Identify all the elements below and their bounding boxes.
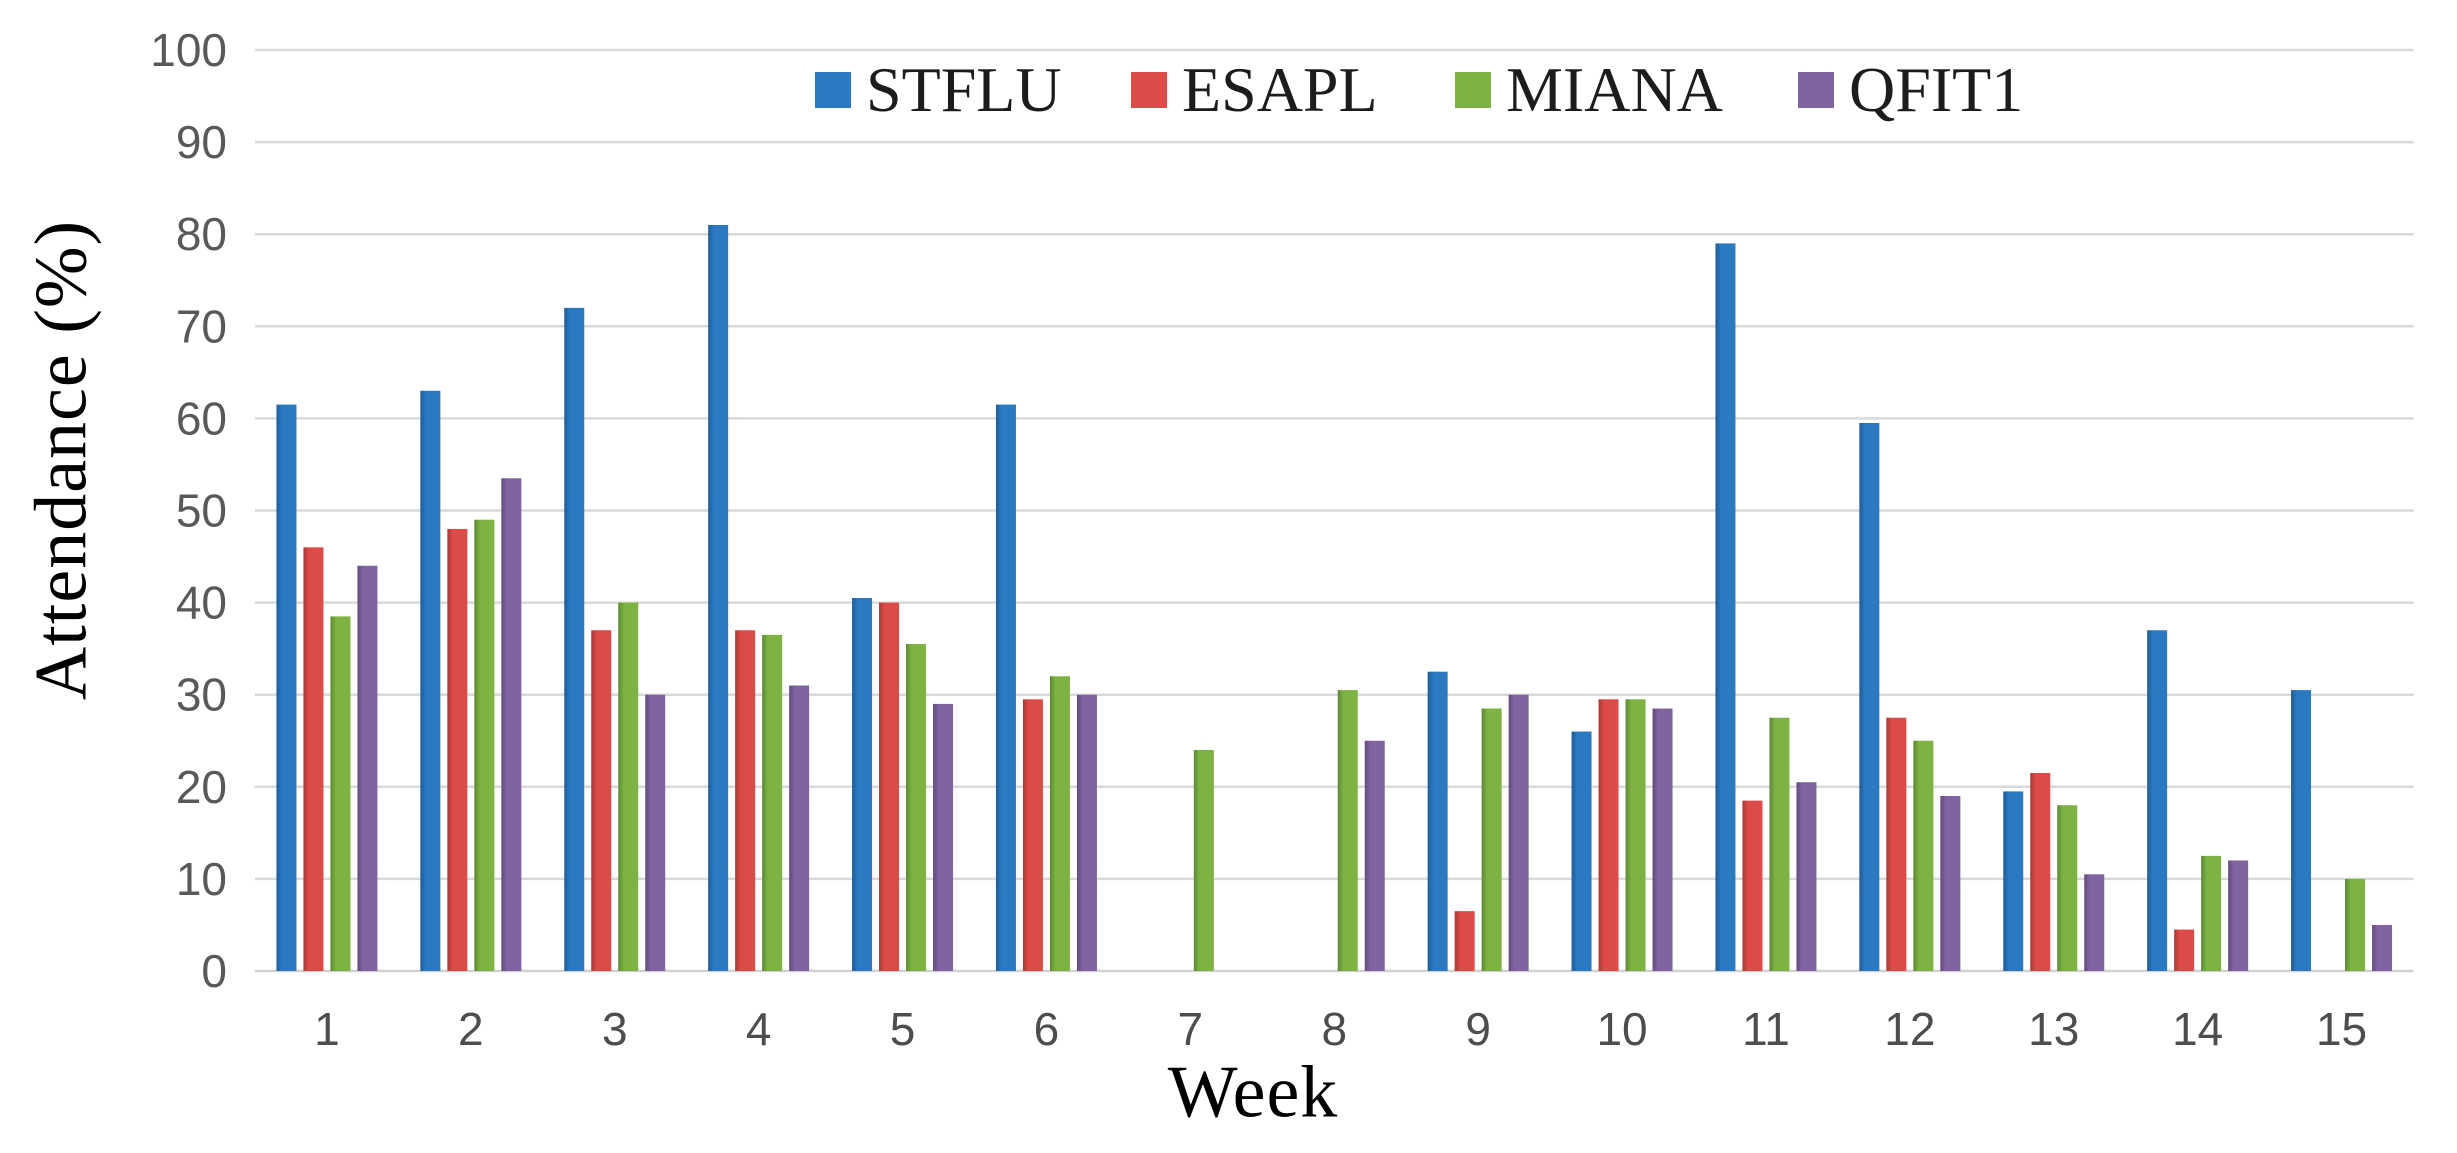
x-tick-label: 4 [746,1003,772,1055]
x-tick-label: 11 [1742,1003,1790,1055]
bar-esapl-week-11 [1742,800,1763,971]
bar-miana-week-11 [1769,717,1790,971]
y-tick-label: 60 [176,392,227,444]
bar-esapl-week-5 [879,602,900,971]
y-tick-label: 80 [176,208,227,260]
bar-stflu-week-5 [852,597,873,971]
bar-esapl-week-2 [447,528,468,971]
bar-miana-week-7 [1193,749,1214,971]
bar-stflu-week-13 [2003,791,2024,971]
bar-stflu-week-11 [1715,243,1736,971]
bar-esapl-week-6 [1022,699,1043,971]
bar-qfit1-week-11 [1796,782,1817,971]
x-tick-label: 9 [1465,1003,1491,1055]
bar-qfit1-week-3 [645,694,666,971]
y-axis-title: Attendance (%) [20,219,103,701]
bar-qfit1-week-6 [1076,694,1097,971]
bar-qfit1-week-14 [2228,860,2249,971]
legend-label-stflu: STFLU [866,54,1062,125]
x-tick-label: 5 [890,1003,916,1055]
bar-stflu-week-2 [420,390,441,971]
y-tick-label: 10 [176,853,227,905]
bar-esapl-week-9 [1454,911,1475,971]
legend-label-qfit1: QFIT1 [1849,54,2024,125]
x-tick-label: 1 [314,1003,340,1055]
x-axis-title: Week [1167,1051,1339,1134]
bar-esapl-week-10 [1598,699,1619,971]
bar-qfit1-week-13 [2084,874,2105,971]
legend-label-esapl: ESAPL [1182,54,1378,125]
legend-item-esapl: ESAPL [1131,58,1378,122]
y-tick-label: 90 [176,116,227,168]
bar-esapl-week-13 [2030,772,2051,971]
bar-qfit1-week-5 [933,703,954,971]
bar-stflu-week-9 [1427,671,1448,971]
bar-miana-week-8 [1337,690,1358,971]
bar-stflu-week-1 [276,404,297,972]
bar-stflu-week-10 [1571,731,1592,971]
bar-miana-week-5 [906,644,927,971]
legend-item-miana: MIANA [1455,58,1723,122]
bar-miana-week-14 [2201,855,2222,971]
bar-miana-week-9 [1481,708,1502,971]
bar-miana-week-6 [1049,676,1070,971]
bar-miana-week-2 [474,519,495,971]
bar-miana-week-13 [2057,805,2078,971]
bar-qfit1-week-12 [1940,796,1961,971]
bar-stflu-week-3 [564,307,585,971]
bar-qfit1-week-15 [2372,924,2393,971]
stflu-series-swatch [815,72,851,108]
x-tick-label: 2 [458,1003,484,1055]
x-tick-label: 14 [2172,1003,2223,1055]
legend-item-qfit1: QFIT1 [1798,58,2023,122]
x-tick-label: 13 [2028,1003,2079,1055]
bar-qfit1-week-9 [1508,694,1529,971]
bar-qfit1-week-1 [357,565,378,971]
bar-esapl-week-12 [1886,717,1907,971]
bar-qfit1-week-2 [501,478,522,971]
bar-stflu-week-14 [2147,630,2168,971]
miana-series-swatch [1455,72,1491,108]
bar-stflu-week-12 [1859,423,1880,971]
x-tick-label: 6 [1034,1003,1060,1055]
bar-miana-week-4 [762,634,783,971]
y-tick-label: 100 [150,24,227,76]
bar-miana-week-15 [2345,878,2366,971]
bar-qfit1-week-8 [1364,740,1385,971]
y-tick-label: 40 [176,577,227,629]
x-tick-label: 3 [602,1003,628,1055]
y-tick-label: 30 [176,669,227,721]
bar-esapl-week-4 [735,630,756,971]
x-tick-label: 7 [1178,1003,1204,1055]
legend-item-stflu: STFLU [815,58,1062,122]
y-tick-label: 70 [176,300,227,352]
bar-esapl-week-3 [591,630,612,971]
y-tick-label: 0 [201,945,227,997]
x-tick-label: 8 [1321,1003,1347,1055]
y-tick-label: 20 [176,761,227,813]
x-tick-label: 12 [1884,1003,1935,1055]
x-tick-label: 15 [2316,1003,2367,1055]
bar-miana-week-3 [618,602,639,971]
bar-miana-week-1 [330,616,351,971]
bar-stflu-week-6 [995,404,1016,972]
bar-miana-week-12 [1913,740,1934,971]
bar-qfit1-week-4 [789,685,810,971]
bar-esapl-week-1 [303,547,324,971]
bar-qfit1-week-10 [1652,708,1673,971]
esapl-series-swatch [1131,72,1167,108]
bar-esapl-week-14 [2174,929,2195,971]
x-tick-label: 10 [1596,1003,1647,1055]
bar-stflu-week-4 [708,224,729,972]
bar-miana-week-10 [1625,699,1646,971]
y-tick-label: 50 [176,485,227,537]
legend-label-miana: MIANA [1506,54,1723,125]
qfit1-series-swatch [1798,72,1834,108]
bar-stflu-week-15 [2291,690,2312,971]
